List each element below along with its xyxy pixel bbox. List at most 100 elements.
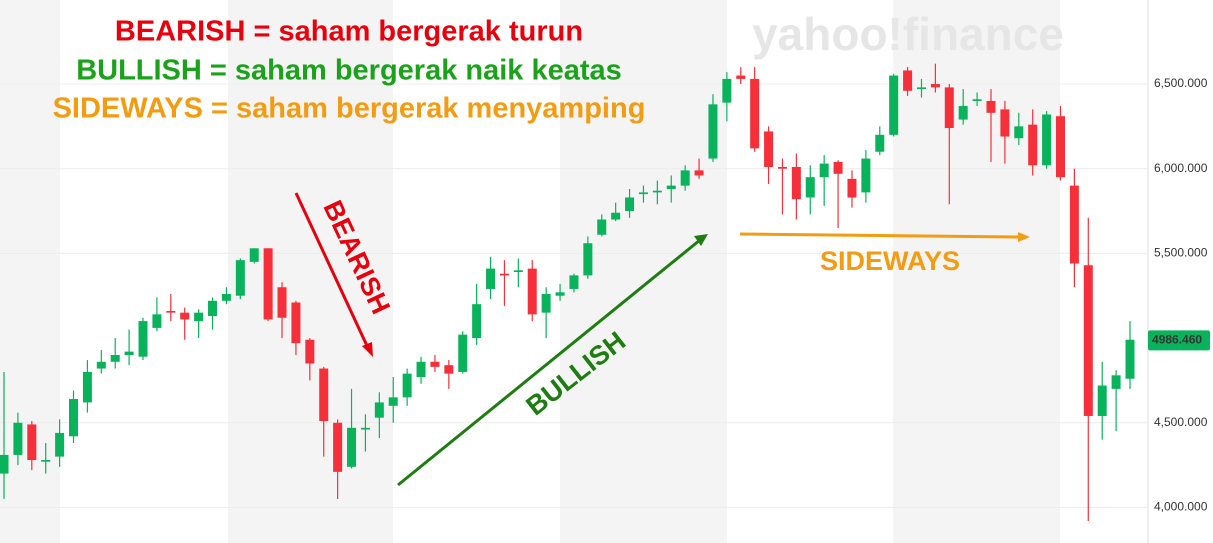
candle-body <box>1069 185 1079 264</box>
candle-body <box>555 292 565 296</box>
bullish-arrow <box>397 238 701 487</box>
y-tick-label: 6,500.000 <box>1154 76 1208 90</box>
sideways-arrow <box>739 232 1021 239</box>
candle-body <box>1083 265 1093 416</box>
candle-body <box>333 422 343 472</box>
candle-body <box>13 422 23 455</box>
candle-body <box>986 100 996 113</box>
candle-body <box>764 131 774 167</box>
candle-body <box>96 361 106 369</box>
y-tick-label: 4,000.000 <box>1154 500 1208 514</box>
bearish-arrow <box>294 192 370 349</box>
headline: SIDEWAYS = saham bergerak menyamping <box>53 93 646 125</box>
last-price-box <box>1148 330 1210 351</box>
arrow-head <box>1018 232 1030 242</box>
arrow-head <box>694 234 708 246</box>
candle-body <box>124 351 134 355</box>
candle-body <box>958 106 968 120</box>
candle-body <box>944 87 954 129</box>
candle-body <box>889 75 899 135</box>
candle-body <box>499 273 509 276</box>
candle-body <box>583 243 593 276</box>
candle-body <box>652 190 662 193</box>
candle-body <box>1125 339 1135 379</box>
candle-body <box>930 84 940 88</box>
headline: BEARISH = saham bergerak turun <box>115 16 583 48</box>
candle-body <box>819 163 829 178</box>
candle-body <box>27 424 37 461</box>
candle-body <box>972 99 982 101</box>
candle-body <box>597 219 607 235</box>
candle-body <box>235 260 245 296</box>
candle-body <box>805 177 815 198</box>
candle-body <box>430 361 440 367</box>
candle-body <box>1111 375 1121 389</box>
candle-body <box>1097 385 1107 416</box>
candle-body <box>194 312 204 322</box>
candle-body <box>1042 114 1052 166</box>
candle-body <box>374 402 384 418</box>
candle-body <box>69 399 79 437</box>
background-bands <box>0 0 1060 543</box>
candle-body <box>55 432 65 457</box>
candle-body <box>458 334 468 372</box>
candle-body <box>638 192 648 195</box>
candle-body <box>82 371 92 403</box>
candle-body <box>152 314 162 328</box>
candle-body <box>1000 109 1010 137</box>
candle-body <box>903 70 913 91</box>
candle-body <box>694 170 704 176</box>
arrow-head <box>362 342 373 357</box>
candle-body <box>444 365 454 374</box>
candle-body <box>527 268 537 315</box>
candle-body <box>402 373 412 398</box>
candle-body <box>221 294 231 301</box>
candle-body <box>319 368 329 422</box>
candle-body <box>486 268 496 289</box>
candle-body <box>513 270 523 273</box>
candle-body <box>666 185 676 190</box>
candle-body <box>541 294 551 313</box>
y-tick-label: 5,500.000 <box>1154 246 1208 260</box>
candle-body <box>110 354 120 362</box>
candle-body <box>263 248 273 320</box>
candle-body <box>791 166 801 200</box>
candle-body <box>708 104 718 159</box>
headline: BULLISH = saham bergerak naik keatas <box>76 55 622 87</box>
candle-body <box>722 78 732 103</box>
candle-body <box>569 275 579 289</box>
candle-body <box>750 78 760 149</box>
candle-body <box>360 427 370 430</box>
candle-body <box>388 397 398 406</box>
candle-body <box>736 75 746 79</box>
candle-body <box>1055 116 1065 178</box>
candle-body <box>847 178 857 198</box>
watermark: yahoo!finance <box>752 8 1064 60</box>
candle-body <box>625 197 635 212</box>
candle-body <box>611 212 621 220</box>
candle-body <box>916 87 926 90</box>
candle-body <box>1014 126 1024 139</box>
candle-body <box>249 248 259 262</box>
candle-body <box>41 460 51 462</box>
candle-body <box>680 170 690 186</box>
candle-body <box>180 312 190 320</box>
candle-body <box>875 134 885 152</box>
annotation: SIDEWAYS <box>820 246 960 276</box>
candle-body <box>347 427 357 467</box>
candle-body <box>0 454 9 474</box>
y-tick-label: 6,000.000 <box>1154 161 1208 175</box>
candle-body <box>416 361 426 378</box>
candle-body <box>833 161 843 174</box>
candle-body <box>861 158 871 193</box>
candle-body <box>1028 124 1038 166</box>
candle-body <box>777 166 787 169</box>
candle-body <box>138 321 148 357</box>
candle-body <box>208 300 218 317</box>
last-price-label: 4986.460 <box>1152 333 1202 347</box>
candle-body <box>472 304 482 339</box>
candle-body <box>305 339 315 364</box>
y-tick-label: 4,500.000 <box>1154 415 1208 429</box>
candle-body <box>277 287 287 318</box>
